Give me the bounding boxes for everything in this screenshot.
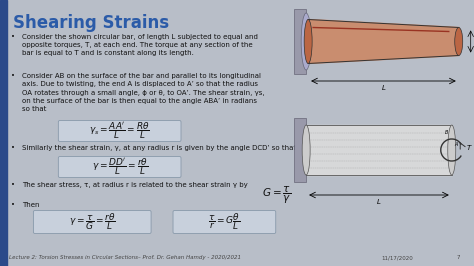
Bar (294, 9, 306, 74)
Text: Lecture 2: Torsion Stresses in Circular Sections– Prof. Dr. Gehan Hamdy - 2020/2: Lecture 2: Torsion Stresses in Circular … (9, 255, 241, 260)
Ellipse shape (301, 13, 311, 70)
Text: $B$: $B$ (444, 128, 449, 136)
Ellipse shape (448, 125, 456, 175)
Text: $\gamma = \dfrac{\tau}{G} = \dfrac{r\theta}{L}$: $\gamma = \dfrac{\tau}{G} = \dfrac{r\the… (69, 211, 116, 232)
FancyBboxPatch shape (173, 210, 276, 234)
Text: Then: Then (22, 202, 39, 208)
Text: $A$: $A$ (454, 140, 459, 148)
Text: $L$: $L$ (381, 83, 386, 92)
Text: $G = \dfrac{\tau}{\gamma}$: $G = \dfrac{\tau}{\gamma}$ (262, 185, 292, 206)
Polygon shape (306, 125, 452, 175)
Text: •: • (11, 145, 15, 151)
Text: 11/17/2020: 11/17/2020 (381, 255, 413, 260)
Text: •: • (11, 73, 15, 79)
Ellipse shape (304, 19, 312, 64)
Text: •: • (11, 182, 15, 188)
Bar (294, 118, 306, 182)
Text: •: • (11, 202, 15, 208)
FancyBboxPatch shape (58, 120, 181, 142)
Text: $\gamma = \dfrac{DD'}{L} = \dfrac{r\theta}{L}$: $\gamma = \dfrac{DD'}{L} = \dfrac{r\thet… (91, 157, 148, 177)
Text: Similarly the shear strain, γ, at any radius r is given by the angle DCD’ so tha: Similarly the shear strain, γ, at any ra… (22, 145, 296, 151)
Text: •: • (11, 34, 15, 40)
Text: Consider AB on the surface of the bar and parallel to its longitudinal
axis. Due: Consider AB on the surface of the bar an… (22, 73, 264, 112)
Text: $T$: $T$ (466, 143, 473, 152)
Text: 7: 7 (457, 255, 460, 260)
Ellipse shape (302, 125, 310, 175)
Text: $L$: $L$ (376, 197, 382, 206)
Bar (0, 0, 7, 266)
Text: Shearing Strains: Shearing Strains (13, 14, 169, 32)
FancyBboxPatch shape (58, 156, 181, 177)
Ellipse shape (455, 27, 463, 56)
Text: The shear stress, τ, at radius r is related to the shear strain γ by: The shear stress, τ, at radius r is rela… (22, 182, 248, 188)
Text: $\dfrac{\tau}{r} = G\dfrac{\theta}{L}$: $\dfrac{\tau}{r} = G\dfrac{\theta}{L}$ (209, 211, 240, 232)
Text: Consider the shown circular bar, of length L subjected to equal and
opposite tor: Consider the shown circular bar, of leng… (22, 34, 258, 56)
Text: $\gamma_s = \dfrac{AA'}{L} = \dfrac{R\theta}{L}$: $\gamma_s = \dfrac{AA'}{L} = \dfrac{R\th… (89, 120, 150, 142)
Polygon shape (308, 19, 459, 64)
FancyBboxPatch shape (33, 210, 151, 234)
